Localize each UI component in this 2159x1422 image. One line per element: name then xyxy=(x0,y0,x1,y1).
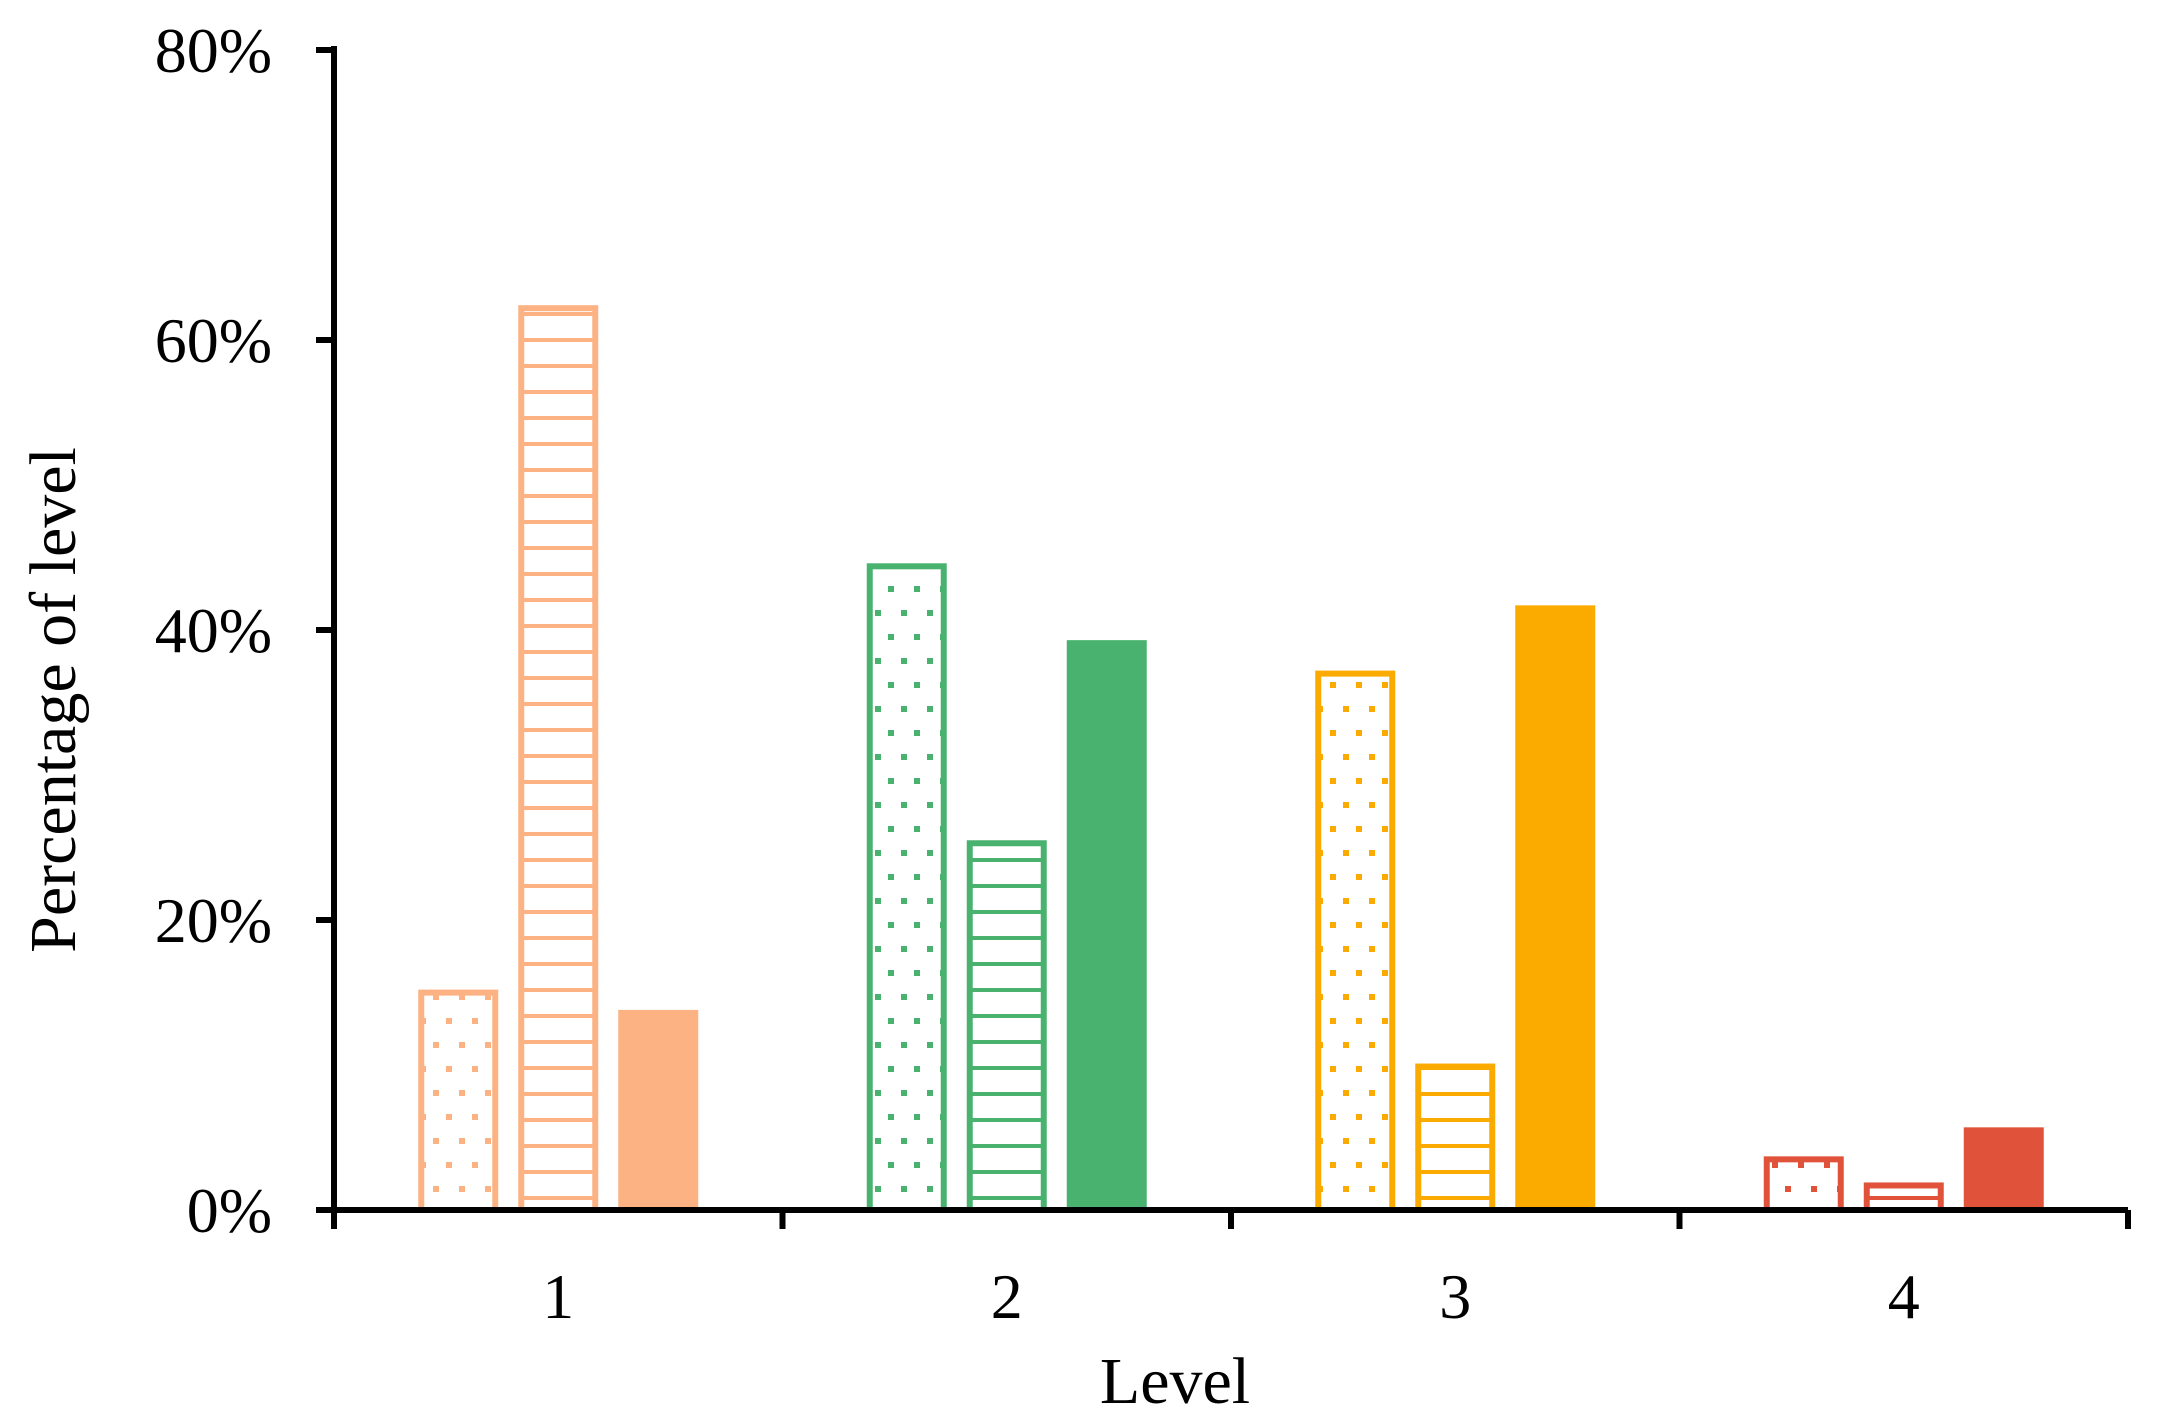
bar-level-4-series-3 xyxy=(1963,1127,2044,1210)
bar-level-3-series-3 xyxy=(1515,605,1596,1210)
x-tick-label: 1 xyxy=(542,1261,574,1332)
axes-group xyxy=(331,46,2128,1220)
bar-level-2-series-1 xyxy=(866,563,947,1213)
x-tick-label: 3 xyxy=(1439,1261,1471,1332)
bar-level-1-series-3 xyxy=(618,1009,699,1210)
bar-level-3-series-2 xyxy=(1415,1063,1496,1214)
bars-group xyxy=(418,305,2044,1214)
x-tick-label: 4 xyxy=(1888,1261,1920,1332)
bar-level-2-series-2 xyxy=(966,840,1047,1213)
y-tick-label: 60% xyxy=(155,305,272,376)
bar-level-3-series-1 xyxy=(1315,670,1396,1213)
y-tick-label: 80% xyxy=(155,15,272,86)
x-axis-title: Level xyxy=(1100,1345,1250,1418)
bar-level-4-series-1 xyxy=(1763,1156,1844,1213)
y-tick-label: 40% xyxy=(155,595,272,666)
x-ticks-group: 1 2 3 4 xyxy=(331,1210,2131,1332)
x-tick-label: 2 xyxy=(991,1261,1023,1332)
bar-level-4-series-2 xyxy=(1863,1182,1944,1213)
bar-level-2-series-3 xyxy=(1066,640,1147,1210)
bar-level-1-series-1 xyxy=(418,989,499,1213)
y-axis-title: Percentage of level xyxy=(17,447,90,953)
y-tick-label: 20% xyxy=(155,885,272,956)
bar-level-1-series-2 xyxy=(518,305,599,1213)
y-ticks-group: 0% 20% 40% 60% 80% xyxy=(155,15,334,1246)
y-tick-label: 0% xyxy=(187,1175,272,1246)
